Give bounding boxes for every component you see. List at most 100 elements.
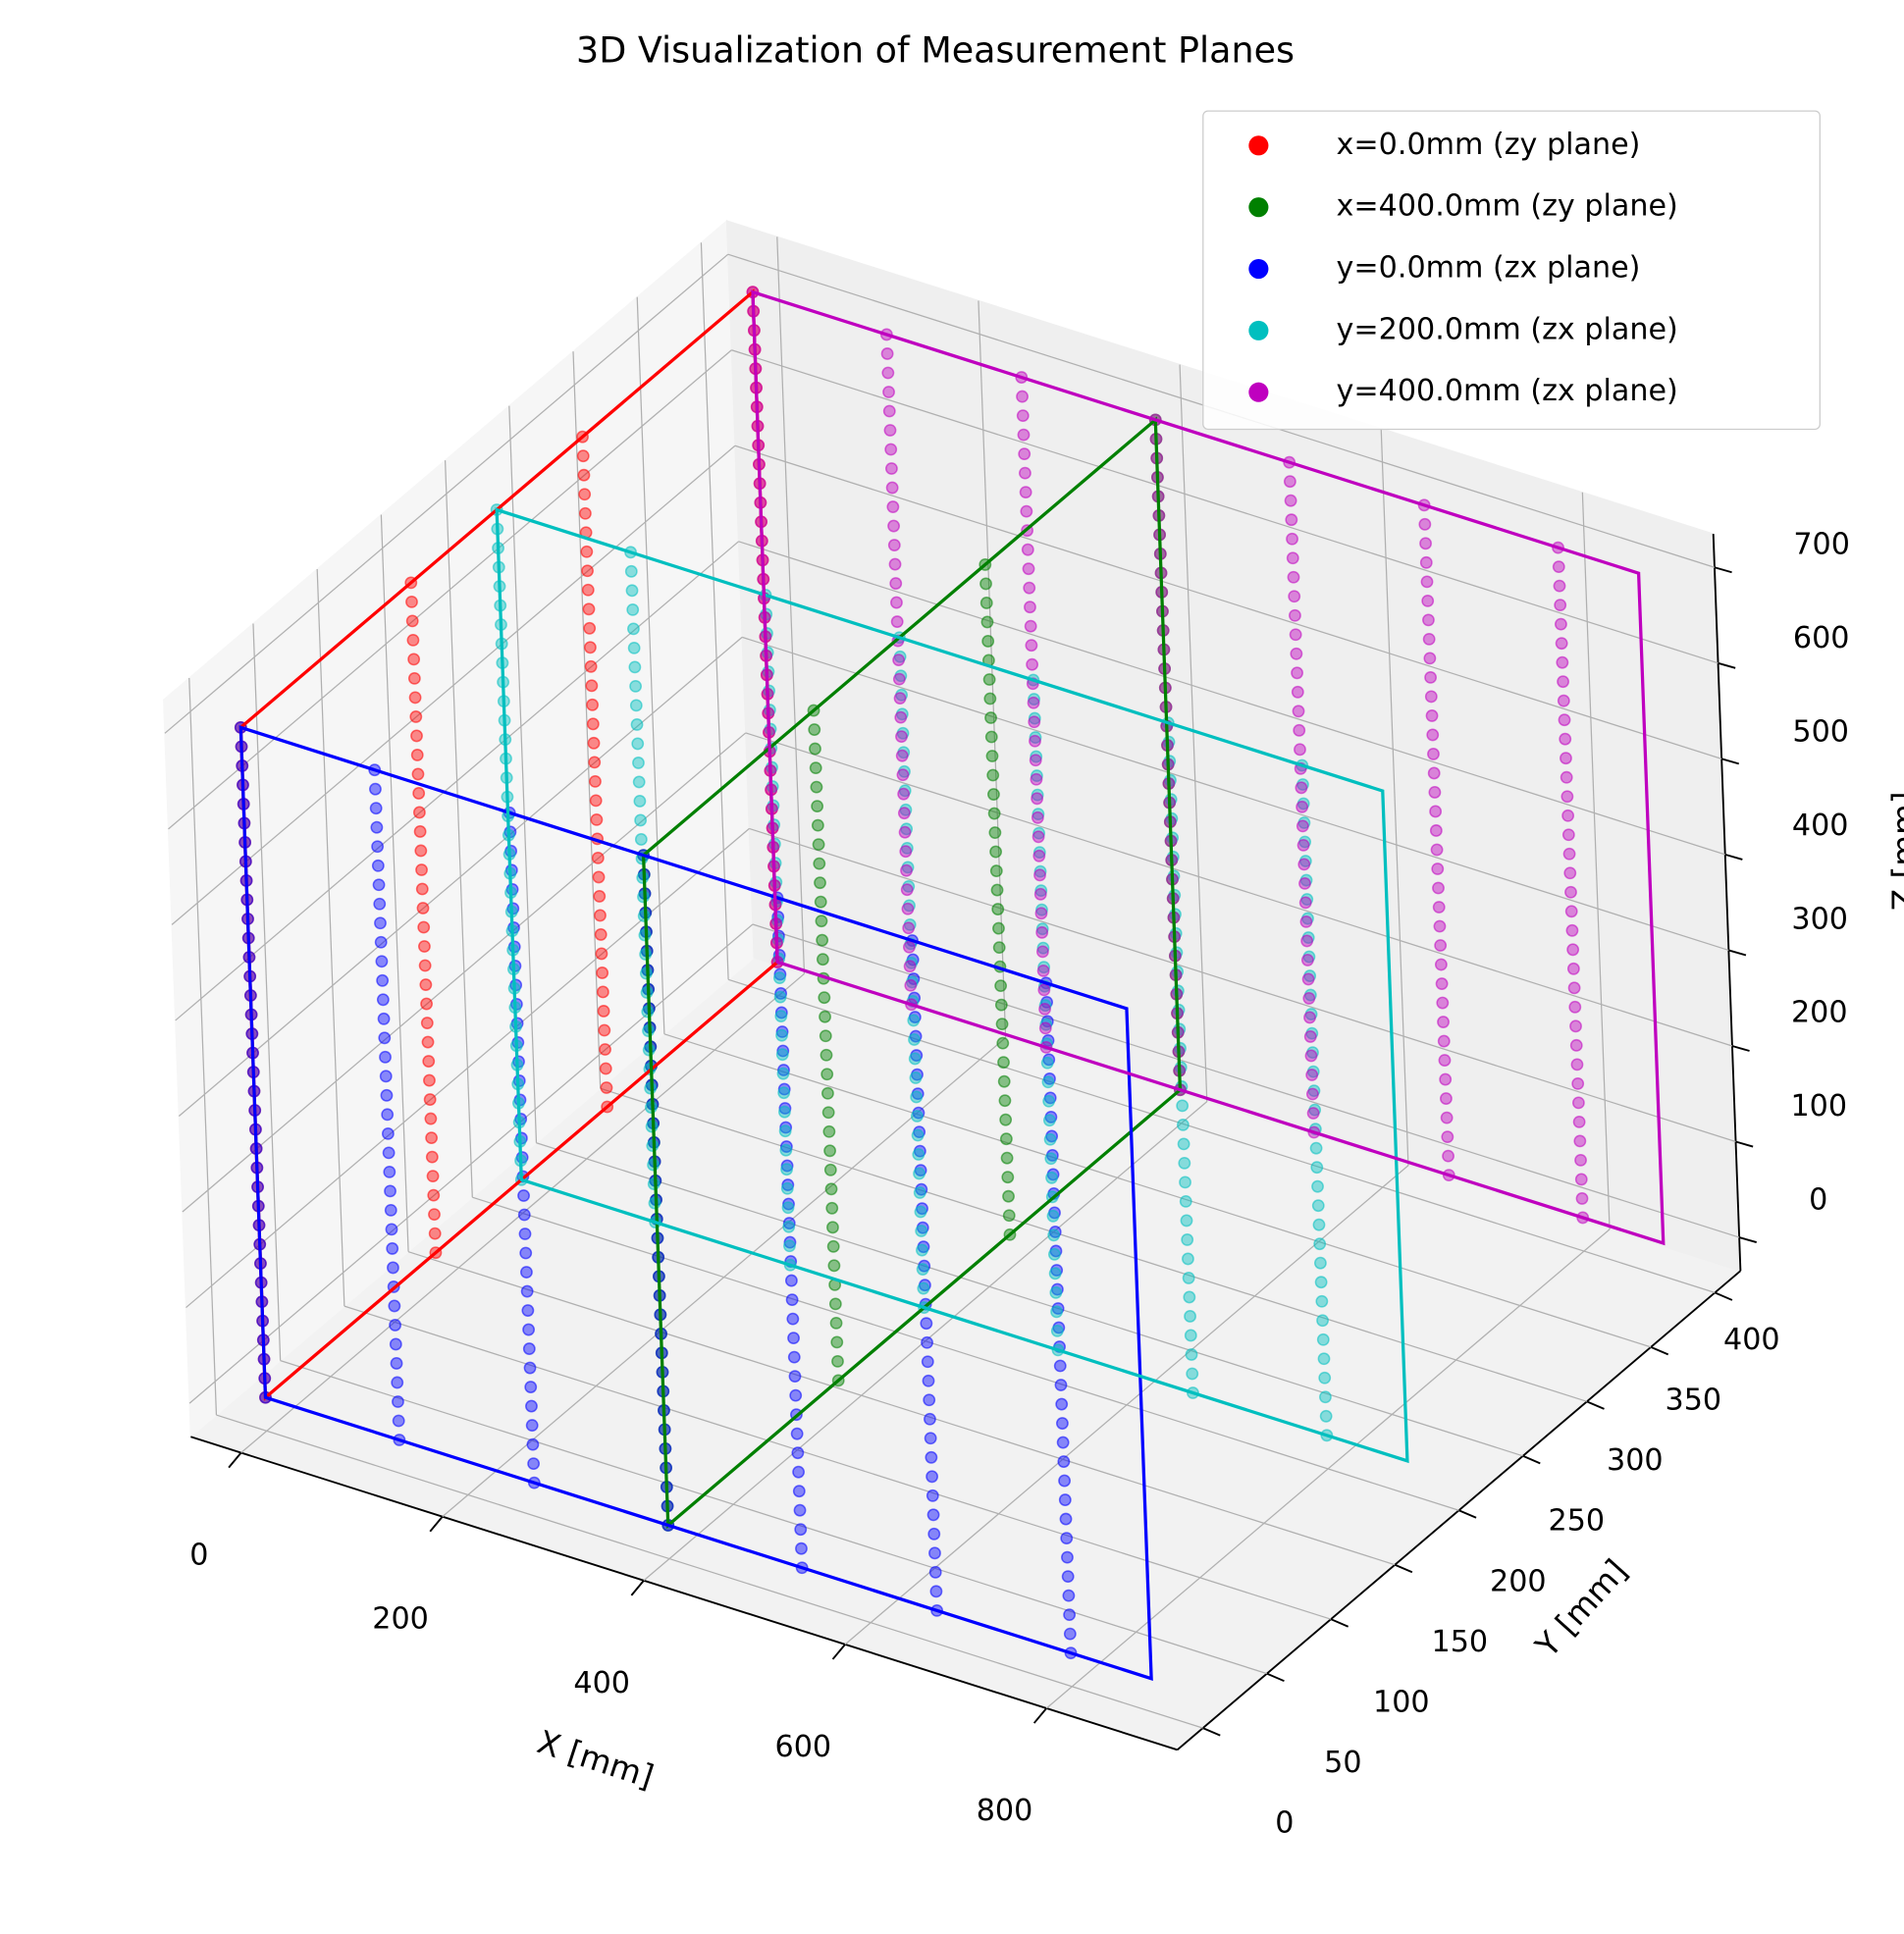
data-point — [1185, 1348, 1198, 1361]
data-point — [414, 844, 428, 858]
x-tick — [1032, 1707, 1047, 1724]
data-point — [787, 1332, 800, 1345]
data-point — [1314, 1276, 1328, 1289]
data-point — [629, 679, 643, 693]
data-point — [1016, 409, 1030, 423]
data-point — [890, 596, 903, 609]
data-point — [917, 1281, 930, 1295]
data-point — [577, 468, 591, 482]
data-point — [1044, 1152, 1058, 1166]
data-point — [815, 915, 828, 928]
data-point — [586, 717, 600, 731]
data-point — [1036, 964, 1050, 977]
data-point — [1569, 1019, 1582, 1033]
data-point — [599, 1062, 612, 1075]
data-point — [420, 997, 433, 1011]
z-tick — [1714, 566, 1732, 574]
data-point — [1298, 876, 1311, 890]
data-point — [1575, 1192, 1589, 1205]
data-point — [1319, 1409, 1333, 1423]
data-point — [591, 851, 605, 864]
data-point — [383, 1165, 397, 1178]
data-point — [1028, 715, 1041, 729]
grid-line — [280, 1359, 1268, 1675]
data-point — [1019, 466, 1031, 480]
data-point — [789, 1388, 803, 1402]
data-point — [1000, 1151, 1014, 1165]
data-point — [392, 1414, 405, 1428]
data-point — [927, 1527, 941, 1541]
data-point — [1561, 809, 1575, 822]
data-point — [999, 1132, 1013, 1146]
data-point — [1048, 1247, 1061, 1261]
grid-line — [978, 300, 1007, 1038]
data-point — [1031, 830, 1045, 844]
data-point — [819, 1010, 831, 1023]
data-point — [897, 807, 911, 820]
data-point — [903, 960, 917, 973]
data-point — [1057, 1455, 1071, 1468]
data-point — [1046, 1209, 1060, 1223]
data-point — [818, 991, 831, 1005]
data-point — [1295, 781, 1308, 795]
data-point — [1026, 657, 1039, 671]
data-point — [1038, 1021, 1052, 1035]
data-point — [1419, 555, 1433, 569]
data-point — [599, 1043, 611, 1056]
data-point — [632, 775, 646, 789]
data-point — [407, 671, 421, 685]
data-point — [576, 449, 590, 463]
data-point — [526, 1437, 540, 1451]
data-point — [415, 863, 428, 876]
data-point — [1053, 1359, 1067, 1373]
data-point — [821, 1106, 835, 1120]
data-point — [379, 1070, 393, 1083]
data-point — [1300, 934, 1314, 948]
data-point — [779, 1143, 793, 1157]
data-point — [418, 940, 431, 953]
data-point — [374, 916, 387, 930]
data-point — [907, 1014, 921, 1027]
data-point — [521, 1304, 535, 1317]
data-point — [1297, 858, 1311, 871]
z-tick-label: 400 — [1792, 809, 1849, 843]
data-point — [1422, 632, 1436, 646]
data-point — [895, 749, 909, 762]
data-point — [1063, 1627, 1077, 1641]
data-point — [405, 614, 419, 628]
data-point — [826, 1221, 839, 1234]
data-point — [597, 1005, 610, 1018]
data-point — [991, 903, 1005, 915]
data-point — [780, 1181, 794, 1195]
data-point — [882, 386, 895, 398]
data-point — [1055, 1397, 1069, 1411]
data-point — [369, 802, 383, 815]
data-point — [1024, 619, 1037, 633]
data-point — [1183, 1290, 1196, 1304]
data-point — [997, 1074, 1011, 1088]
data-point — [578, 488, 592, 501]
data-point — [525, 1419, 539, 1433]
data-point — [522, 1342, 536, 1355]
data-point — [1564, 885, 1577, 899]
data-point — [924, 1412, 936, 1426]
data-point — [384, 1184, 397, 1198]
data-point — [1056, 1436, 1070, 1449]
data-point — [1045, 1171, 1058, 1184]
data-point — [1423, 652, 1437, 665]
data-point — [408, 691, 422, 705]
data-point — [1440, 1092, 1453, 1106]
data-point — [893, 692, 907, 706]
data-point — [885, 481, 899, 495]
data-point — [1285, 513, 1298, 527]
z-tick — [1718, 661, 1736, 669]
data-point — [634, 833, 648, 846]
data-point — [425, 1131, 439, 1145]
data-point — [988, 826, 1002, 839]
data-point — [788, 1370, 802, 1384]
data-point — [1181, 1233, 1194, 1246]
data-point — [376, 993, 390, 1007]
data-point — [915, 1225, 928, 1237]
data-point — [631, 737, 645, 751]
grid-line — [380, 514, 409, 1252]
